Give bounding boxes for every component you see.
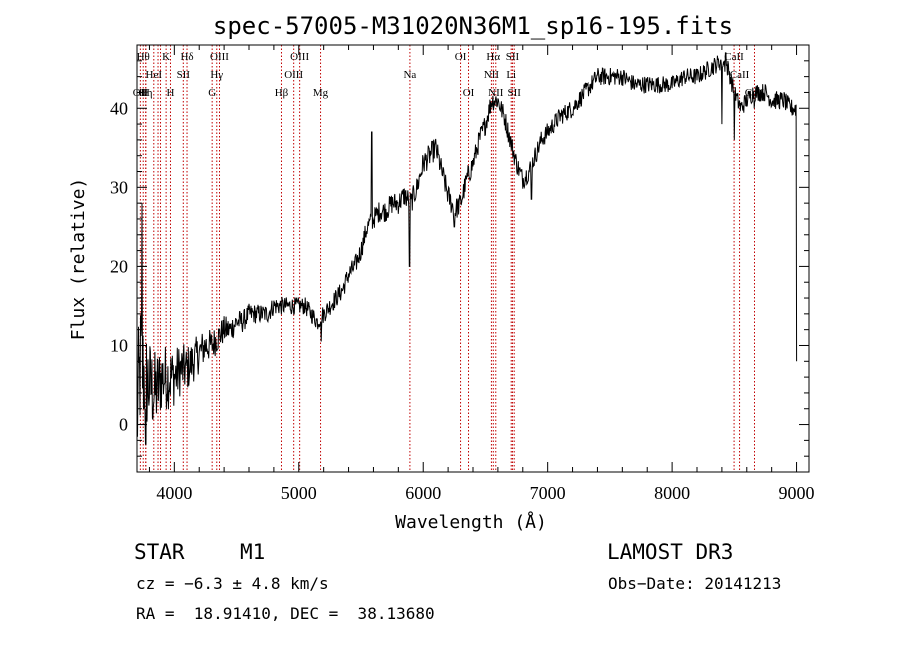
observation-date: Obs−Date: 20141213 <box>608 574 782 593</box>
x-tick-label-4000: 4000 <box>156 483 192 503</box>
line-label-4: HeI <box>146 69 163 81</box>
line-label-19: OI <box>455 51 467 63</box>
redshift-velocity: cz = −6.3 ± 4.8 km/s <box>136 574 329 593</box>
line-label-24: Li <box>506 69 516 81</box>
line-label-25: SII <box>506 51 520 63</box>
line-label-2: Hη <box>139 87 153 99</box>
x-tick-label-7000: 7000 <box>530 483 566 503</box>
emission-line-markers <box>139 45 755 472</box>
y-axis: 0 10 20 30 40 <box>110 60 809 457</box>
line-label-20: OI <box>463 87 475 99</box>
y-tick-label-20: 20 <box>110 256 128 276</box>
object-subclass: M1 <box>240 540 266 564</box>
line-label-27: CaII <box>724 51 744 63</box>
line-label-17: Mg <box>313 87 329 99</box>
line-label-12: Hγ <box>210 69 223 81</box>
line-label-3: H <box>142 87 150 99</box>
chart-title: spec-57005-M31020N36M1_sp16-195.fits <box>213 12 733 40</box>
line-label-21: NII <box>484 69 500 81</box>
line-label-26: SII <box>507 87 521 99</box>
line-label-13: OIII <box>210 51 229 63</box>
line-label-1: Hθ <box>137 51 150 63</box>
line-label-28: CaII <box>730 69 750 81</box>
object-class: STAR <box>134 540 185 564</box>
line-label-11: G <box>208 87 216 99</box>
line-label-10: Hδ <box>180 51 193 63</box>
line-label-18: Na <box>403 69 416 81</box>
x-tick-label-8000: 8000 <box>654 483 690 503</box>
emission-line-labels: OIIHθHηHHeIKHSIIHδGHγOIIIHβOIIIOIIIMgNaO… <box>133 51 765 99</box>
plot-frame <box>136 44 810 473</box>
line-label-14: Hβ <box>275 87 289 99</box>
line-label-7: K <box>162 51 170 63</box>
y-tick-label-0: 0 <box>119 415 128 435</box>
x-tick-label-9000: 9000 <box>779 483 815 503</box>
y-tick-label-30: 30 <box>110 177 128 197</box>
x-axis-label: Wavelength (Å) <box>395 511 547 533</box>
line-label-23: NII <box>488 87 504 99</box>
line-label-22: Hα <box>486 51 500 63</box>
line-label-16: OIII <box>290 51 309 63</box>
x-tick-label-5000: 5000 <box>281 483 317 503</box>
survey-name: LAMOST DR3 <box>607 540 734 564</box>
sky-coordinates: RA = 18.91410, DEC = 38.13680 <box>136 604 435 623</box>
x-axis: 4000 5000 6000 7000 8000 9000 <box>148 45 815 503</box>
line-label-15: OIII <box>284 69 303 81</box>
y-tick-label-40: 40 <box>110 98 128 118</box>
line-label-9: SII <box>177 69 191 81</box>
spectrum-line <box>136 52 798 445</box>
x-tick-label-6000: 6000 <box>405 483 441 503</box>
y-axis-label: Flux (relative) <box>68 178 89 341</box>
y-tick-label-10: 10 <box>110 335 128 355</box>
line-label-8: H <box>166 87 174 99</box>
